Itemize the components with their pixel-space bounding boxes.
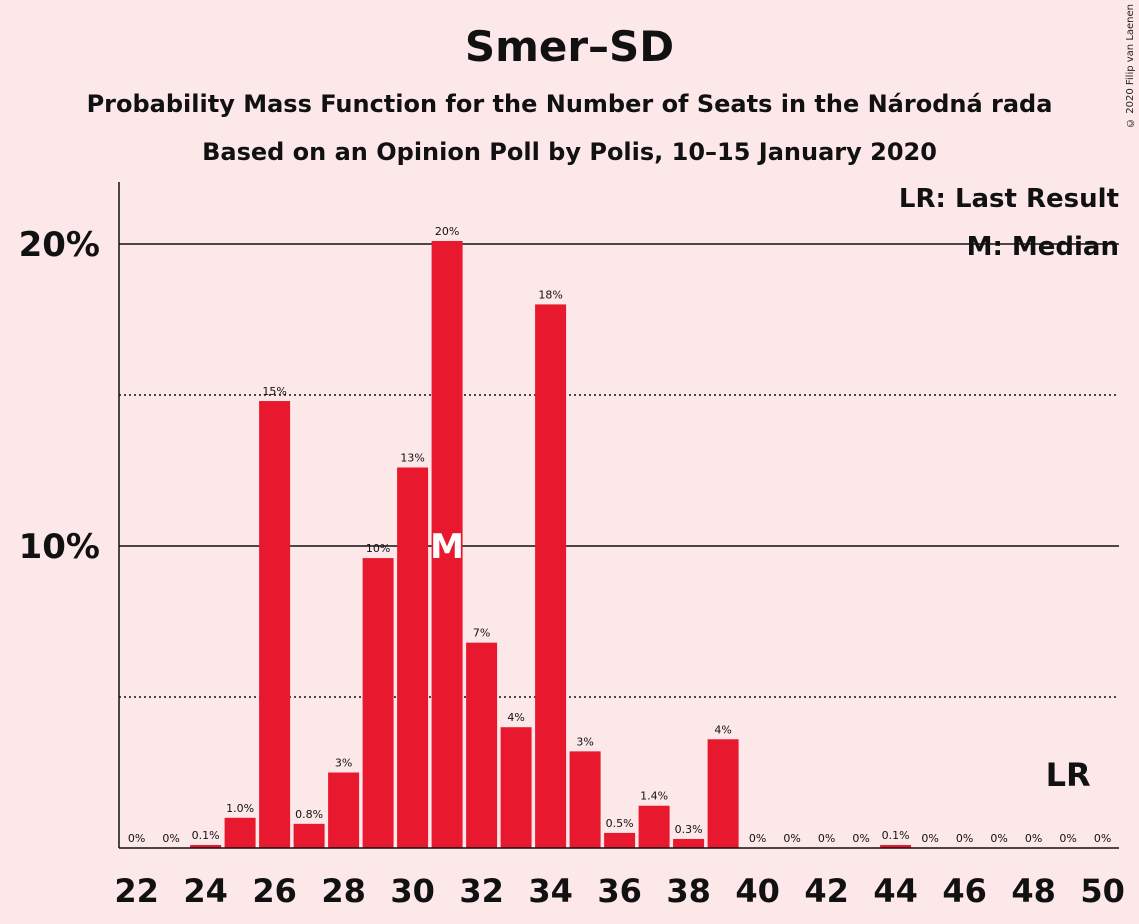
data-label: 0% (990, 832, 1007, 845)
bar-seat-34 (535, 304, 567, 848)
data-label: 7% (473, 627, 490, 640)
chart-subtitle-1: Probability Mass Function for the Number… (86, 90, 1053, 118)
data-label: 3% (335, 757, 352, 770)
data-label: 0% (956, 832, 973, 845)
data-label: 20% (435, 225, 459, 238)
data-label: 4% (507, 711, 524, 724)
x-tick-label: 50 (1080, 872, 1125, 910)
data-label: 0.3% (675, 823, 703, 836)
data-label: 0% (1094, 832, 1111, 845)
bars (190, 240, 912, 849)
data-label: 13% (400, 451, 424, 464)
bar-seat-26 (259, 401, 291, 848)
bar-seat-30 (397, 467, 429, 848)
bar-seat-37 (638, 805, 670, 848)
data-label: 0% (818, 832, 835, 845)
bar-seat-28 (328, 772, 360, 848)
x-tick-label: 22 (114, 872, 159, 910)
bar-seat-31 (431, 240, 463, 849)
data-label: 1.0% (226, 802, 254, 815)
x-tick-label: 26 (252, 872, 297, 910)
x-tick-label: 24 (183, 872, 228, 910)
data-label: 10% (366, 542, 390, 555)
bar-seat-29 (362, 558, 394, 848)
x-tick-label: 44 (873, 872, 918, 910)
chart-title: Smer–SD (464, 22, 675, 71)
x-tick-label: 28 (321, 872, 366, 910)
bar-seat-33 (500, 727, 532, 848)
legend-median: M: Median (966, 232, 1119, 262)
data-labels: 0% 0% 0.1% 1.0% 15% 0.8% 3% 10% 13% 20% 7% 4% 18% 3% 0… (128, 225, 1111, 845)
x-tick-label: 36 (597, 872, 642, 910)
data-label: 0.1% (192, 829, 220, 842)
data-label: 0.5% (606, 817, 634, 830)
data-label: 0% (1059, 832, 1076, 845)
bar-seat-25 (224, 817, 256, 848)
bar-seat-39 (707, 739, 739, 848)
bar-seat-44 (880, 844, 912, 848)
x-tick-label: 38 (666, 872, 711, 910)
x-tick-label: 30 (390, 872, 435, 910)
y-tick-label: 10% (19, 527, 100, 567)
data-label: 0% (783, 832, 800, 845)
median-marker: M (430, 527, 464, 567)
data-label: 0% (852, 832, 869, 845)
data-label: 0% (128, 832, 145, 845)
bar-seat-38 (673, 838, 705, 848)
data-label: 0% (1025, 832, 1042, 845)
x-tick-label: 32 (459, 872, 504, 910)
axes: 10% 20% 22 24 26 28 30 32 34 36 38 40 42 44 46 48 50 (19, 182, 1125, 910)
last-result-marker: LR (1046, 756, 1091, 794)
data-label: 3% (576, 735, 593, 748)
bar-seat-35 (569, 751, 601, 848)
markers: M LR (430, 527, 1090, 794)
data-label: 4% (714, 723, 731, 736)
legend-last-result: LR: Last Result (898, 184, 1119, 214)
x-tick-label: 42 (804, 872, 849, 910)
data-label: 0% (749, 832, 766, 845)
bar-seat-32 (466, 642, 498, 848)
data-label: 0.1% (882, 829, 910, 842)
x-tick-label: 34 (528, 872, 573, 910)
data-label: 1.4% (640, 790, 668, 803)
bar-seat-36 (604, 832, 636, 848)
data-label: 15% (262, 385, 286, 398)
chart-subtitle-2: Based on an Opinion Poll by Polis, 10–15… (202, 138, 937, 166)
x-tick-label: 48 (1011, 872, 1056, 910)
y-tick-label: 20% (19, 225, 100, 265)
x-tick-label: 40 (735, 872, 780, 910)
x-tick-label: 46 (942, 872, 987, 910)
bar-seat-27 (293, 823, 325, 848)
data-label: 0.8% (295, 808, 323, 821)
bar-seat-24 (190, 844, 222, 848)
data-label: 0% (921, 832, 938, 845)
data-label: 0% (162, 832, 179, 845)
data-label: 18% (538, 288, 562, 301)
